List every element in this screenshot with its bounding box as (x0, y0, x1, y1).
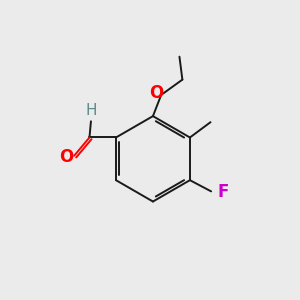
Text: O: O (149, 85, 163, 103)
Text: H: H (85, 103, 97, 118)
Text: O: O (59, 148, 73, 166)
Text: F: F (218, 183, 229, 201)
